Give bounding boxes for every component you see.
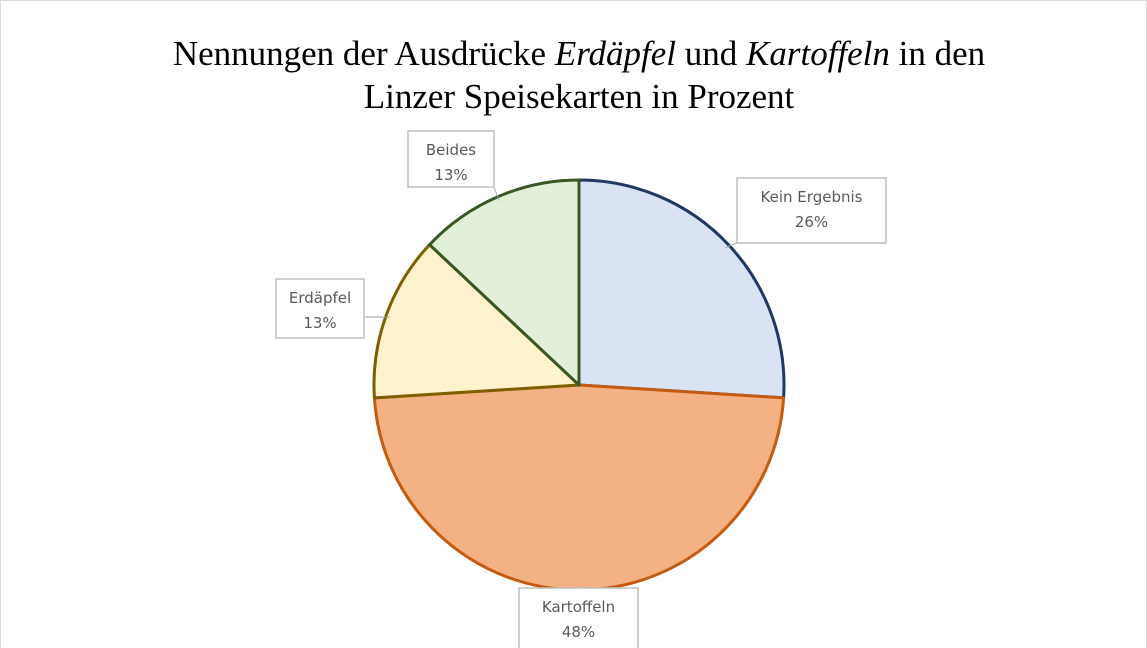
slice-label: Beides — [426, 141, 476, 159]
pie-slice — [372, 243, 581, 400]
pie-slice — [577, 178, 786, 400]
chart-title-line: Nennungen der Ausdrücke Erdäpfel und Kar… — [173, 34, 985, 73]
title-segment: und — [676, 34, 746, 73]
title-segment: Kartoffeln — [745, 34, 890, 73]
title-segment: Nennungen der Ausdrücke — [173, 34, 555, 73]
slice-value-label: 48% — [562, 623, 595, 641]
slice-label: Erdäpfel — [289, 289, 351, 307]
pie-slice — [372, 383, 786, 592]
leader-line — [725, 242, 738, 248]
slice-label: Kartoffeln — [542, 598, 615, 616]
title-segment: Linzer Speisekarten in Prozent — [364, 77, 795, 116]
label-box — [407, 130, 495, 188]
slice-value-label: 13% — [434, 166, 467, 184]
slice-value-label: 26% — [795, 213, 828, 231]
label-box — [736, 177, 887, 244]
leader-line — [493, 186, 500, 201]
label-box — [518, 587, 639, 648]
slice-value-label: 13% — [303, 314, 336, 332]
label-box — [275, 278, 365, 339]
title-segment: Erdäpfel — [554, 34, 676, 73]
slice-label: Kein Ergebnis — [761, 188, 863, 206]
title-segment: in den — [890, 34, 985, 73]
chart-title-line: Linzer Speisekarten in Prozent — [364, 77, 795, 116]
